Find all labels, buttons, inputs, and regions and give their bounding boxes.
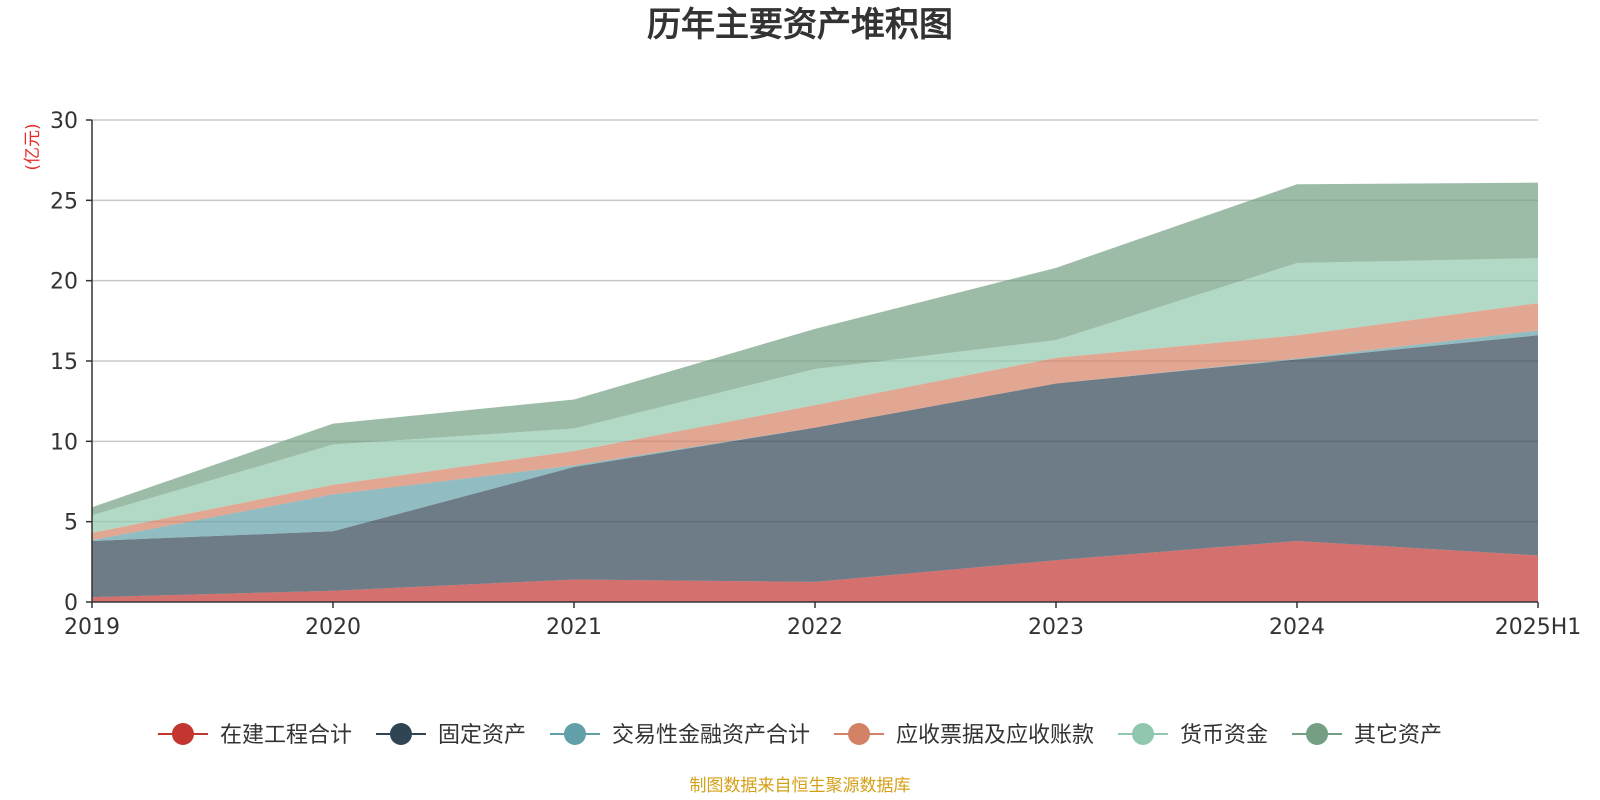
y-tick-label-0: 0 [64,591,78,616]
series-areas [92,182,1538,602]
x-tick-label-1: 2020 [305,615,361,640]
legend-item-5[interactable]: 其它资产 [1292,723,1442,748]
legend-marker-0 [171,723,194,745]
y-tick-label-6: 30 [50,109,78,134]
legend-item-3[interactable]: 应收票据及应收账款 [834,723,1094,748]
x-tick-label-5: 2024 [1269,615,1325,640]
y-tick-label-5: 25 [50,189,78,214]
legend-label-5: 其它资产 [1354,723,1442,748]
legend-label-2: 交易性金融资产合计 [612,723,810,748]
axes: 0 5 10 15 20 25 30 2019 2020 2021 2022 2023 2024 2025… [50,109,1581,640]
x-tick-label-2: 2021 [546,615,602,640]
y-tick-label-4: 20 [50,270,78,295]
legend-item-4[interactable]: 货币资金 [1118,723,1268,748]
y-tick-label-2: 10 [50,430,78,455]
area-series-4[interactable] [92,258,1538,533]
legend-label-0: 在建工程合计 [220,723,352,748]
area-series-2[interactable] [92,330,1538,541]
chart-title: 历年主要资产堆积图 [647,5,953,45]
y-axis-unit: (亿元) [23,123,43,170]
area-series-0[interactable] [92,540,1538,602]
legend-item-2[interactable]: 交易性金融资产合计 [549,723,810,748]
legend-label-4: 货币资金 [1180,723,1268,748]
legend-label-3: 应收票据及应收账款 [896,723,1094,748]
area-series-3[interactable] [92,303,1538,541]
legend-marker-5 [1306,723,1329,745]
area-series-5[interactable] [92,182,1538,516]
source-note: 制图数据来自恒生聚源数据库 [690,776,911,796]
x-tick-label-3: 2022 [787,615,843,640]
legend-label-1: 固定资产 [438,723,526,748]
x-tick-label-6: 2025H1 [1495,615,1582,640]
y-tick-label-1: 5 [64,511,78,536]
legend-marker-4 [1132,723,1155,745]
area-series-1[interactable] [92,335,1538,598]
legend-marker-2 [563,723,586,745]
legend-item-0[interactable]: 在建工程合计 [157,723,352,748]
legend-marker-1 [389,723,412,745]
x-tick-label-4: 2023 [1028,615,1084,640]
x-tick-label-0: 2019 [64,615,120,640]
legend-marker-3 [848,723,870,745]
y-tick-label-3: 15 [50,350,78,375]
legend-item-1[interactable]: 固定资产 [375,723,526,748]
legend[interactable]: 在建工程合计 固定资产 交易性金融资产合计 应收票据及应收账款 货币资金 其它资产 [157,723,1442,748]
